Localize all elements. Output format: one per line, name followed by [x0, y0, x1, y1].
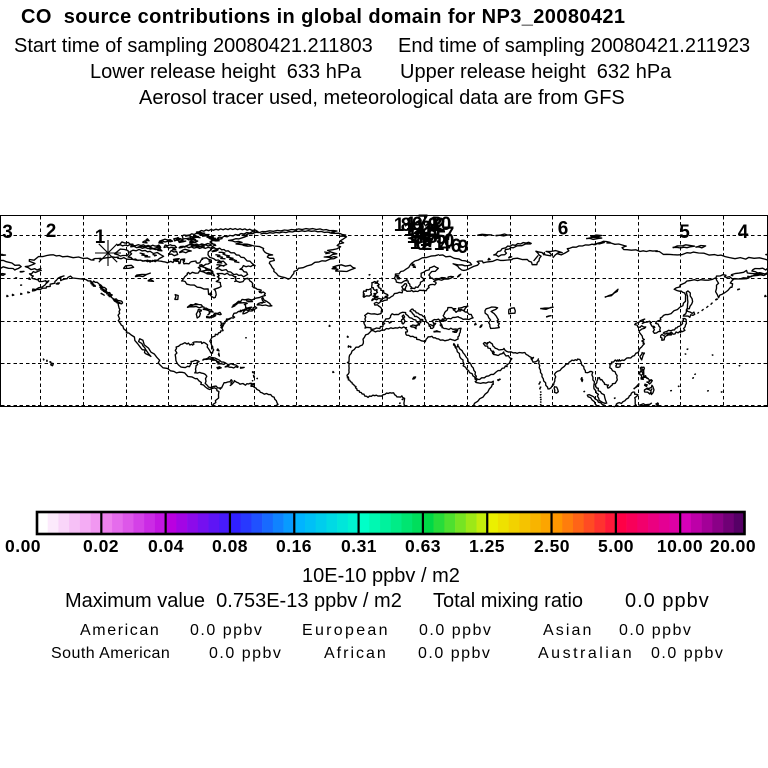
svg-text:1: 1 [417, 223, 428, 244]
svg-text:0.16: 0.16 [276, 536, 312, 556]
svg-text:5: 5 [410, 221, 421, 242]
svg-text:2: 2 [432, 214, 443, 235]
svg-text:2: 2 [46, 221, 57, 242]
svg-text:0: 0 [441, 214, 452, 235]
svg-text:0.02: 0.02 [83, 536, 119, 556]
svg-text:5.00: 5.00 [598, 536, 634, 556]
svg-text:6: 6 [451, 236, 462, 257]
svg-text:1: 1 [420, 230, 431, 251]
svg-text:1: 1 [415, 217, 426, 238]
svg-text:5: 5 [436, 228, 447, 249]
svg-text:2: 2 [421, 218, 432, 239]
svg-text:10.00: 10.00 [657, 536, 703, 556]
svg-text:7: 7 [444, 224, 455, 245]
svg-text:1: 1 [429, 214, 440, 235]
svg-text:0: 0 [416, 234, 427, 255]
svg-text:6: 6 [558, 219, 569, 240]
svg-text:1: 1 [404, 220, 415, 241]
svg-text:7: 7 [426, 231, 437, 252]
svg-text:1.25: 1.25 [469, 536, 505, 556]
svg-text:2: 2 [435, 215, 446, 236]
svg-text:8: 8 [427, 227, 438, 248]
svg-text:0.04: 0.04 [148, 536, 184, 556]
svg-text:4: 4 [440, 235, 451, 256]
svg-text:20.00: 20.00 [710, 536, 756, 556]
svg-text:0.63: 0.63 [405, 536, 441, 556]
svg-text:1: 1 [95, 227, 106, 248]
svg-text:3: 3 [413, 228, 424, 249]
svg-text:7: 7 [418, 212, 429, 233]
svg-text:9: 9 [458, 237, 469, 258]
svg-text:2: 2 [422, 234, 433, 255]
svg-text:5: 5 [679, 222, 690, 243]
svg-text:1: 1 [423, 224, 434, 245]
svg-text:8: 8 [401, 215, 412, 236]
svg-text:9: 9 [428, 215, 439, 236]
svg-text:4: 4 [738, 222, 749, 243]
svg-text:1: 1 [410, 233, 421, 254]
svg-text:2.50: 2.50 [534, 536, 570, 556]
svg-text:0.08: 0.08 [212, 536, 248, 556]
svg-text:1: 1 [434, 234, 445, 255]
svg-text:6: 6 [412, 214, 423, 235]
svg-text:4: 4 [414, 225, 425, 246]
svg-text:0.31: 0.31 [341, 536, 377, 556]
svg-text:9: 9 [430, 221, 441, 242]
svg-text:1: 1 [407, 227, 418, 248]
svg-text:1: 1 [424, 220, 435, 241]
svg-text:1: 1 [394, 215, 405, 236]
svg-text:3: 3 [2, 222, 13, 243]
svg-text:0: 0 [444, 231, 455, 252]
svg-text:1: 1 [406, 214, 417, 235]
svg-text:0.00: 0.00 [5, 536, 41, 556]
